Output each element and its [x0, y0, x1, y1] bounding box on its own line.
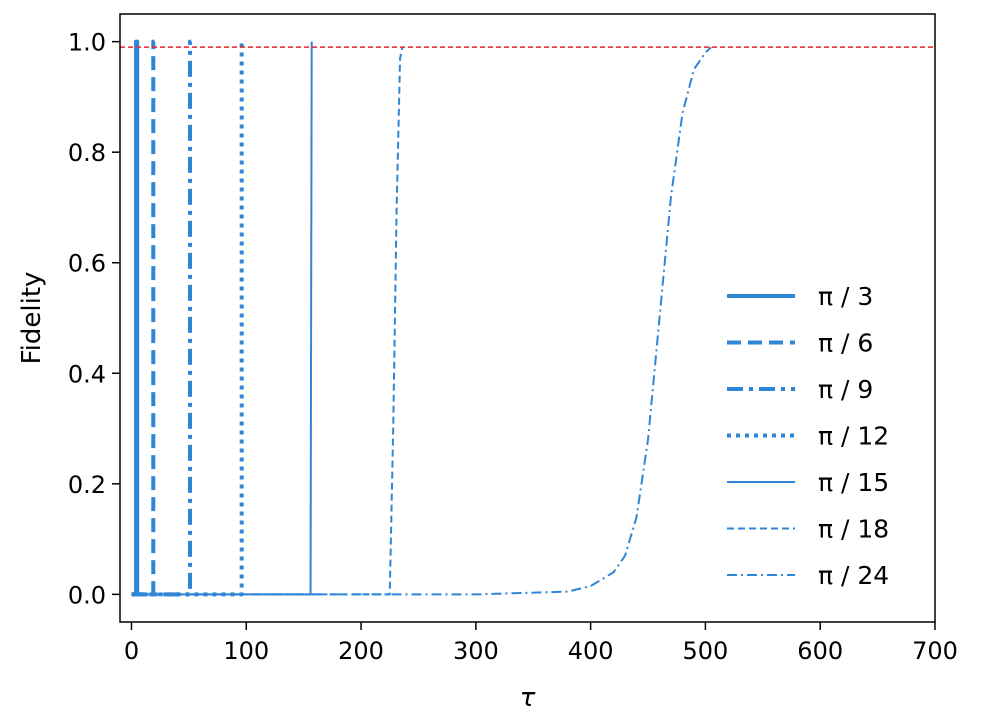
legend-label-5: π / 15: [818, 468, 889, 497]
plot-content: [120, 39, 935, 597]
plot-frame: [119, 13, 936, 623]
series-line-7: [131, 46, 712, 596]
x-tick-label: 100: [223, 637, 269, 665]
legend-label-2: π / 6: [818, 329, 873, 358]
series-line-5: [131, 41, 313, 596]
x-tick-label: 600: [797, 637, 843, 665]
y-tick-label: 0.0: [68, 581, 106, 609]
x-axis-label: τ: [520, 683, 536, 713]
series-line-1: [131, 39, 140, 597]
x-tick-label: 400: [568, 637, 614, 665]
y-tick-label: 0.6: [68, 250, 106, 278]
legend-label-4: π / 12: [818, 422, 889, 451]
series-line-4: [131, 39, 244, 597]
legend-label-6: π / 18: [818, 515, 889, 544]
y-tick-label: 0.2: [68, 471, 106, 499]
series-line-3: [131, 39, 193, 597]
legend-label-3: π / 9: [818, 375, 873, 404]
y-axis-label: Fidelity: [17, 272, 47, 365]
x-tick-label: 300: [453, 637, 499, 665]
plot-area: [120, 39, 935, 597]
y-tick-label: 0.4: [68, 360, 106, 388]
legend-label-1: π / 3: [818, 282, 873, 311]
x-tick-label: 700: [912, 637, 958, 665]
x-tick-label: 0: [124, 637, 139, 665]
y-tick-label: 1.0: [68, 29, 106, 57]
axes: 0 100 200 300 400 500 600 700 0.0 0.2 0.4 0.6 0.8 1.0: [68, 13, 958, 665]
legend: π / 3 π / 6 π / 9 π / 12 π / 15 π / 18 π / 24: [727, 282, 889, 590]
y-tick-label: 0.8: [68, 139, 106, 167]
x-tick-label: 500: [683, 637, 729, 665]
legend-label-7: π / 24: [818, 561, 889, 590]
series-line-6: [131, 46, 404, 596]
x-tick-label: 200: [338, 637, 384, 665]
